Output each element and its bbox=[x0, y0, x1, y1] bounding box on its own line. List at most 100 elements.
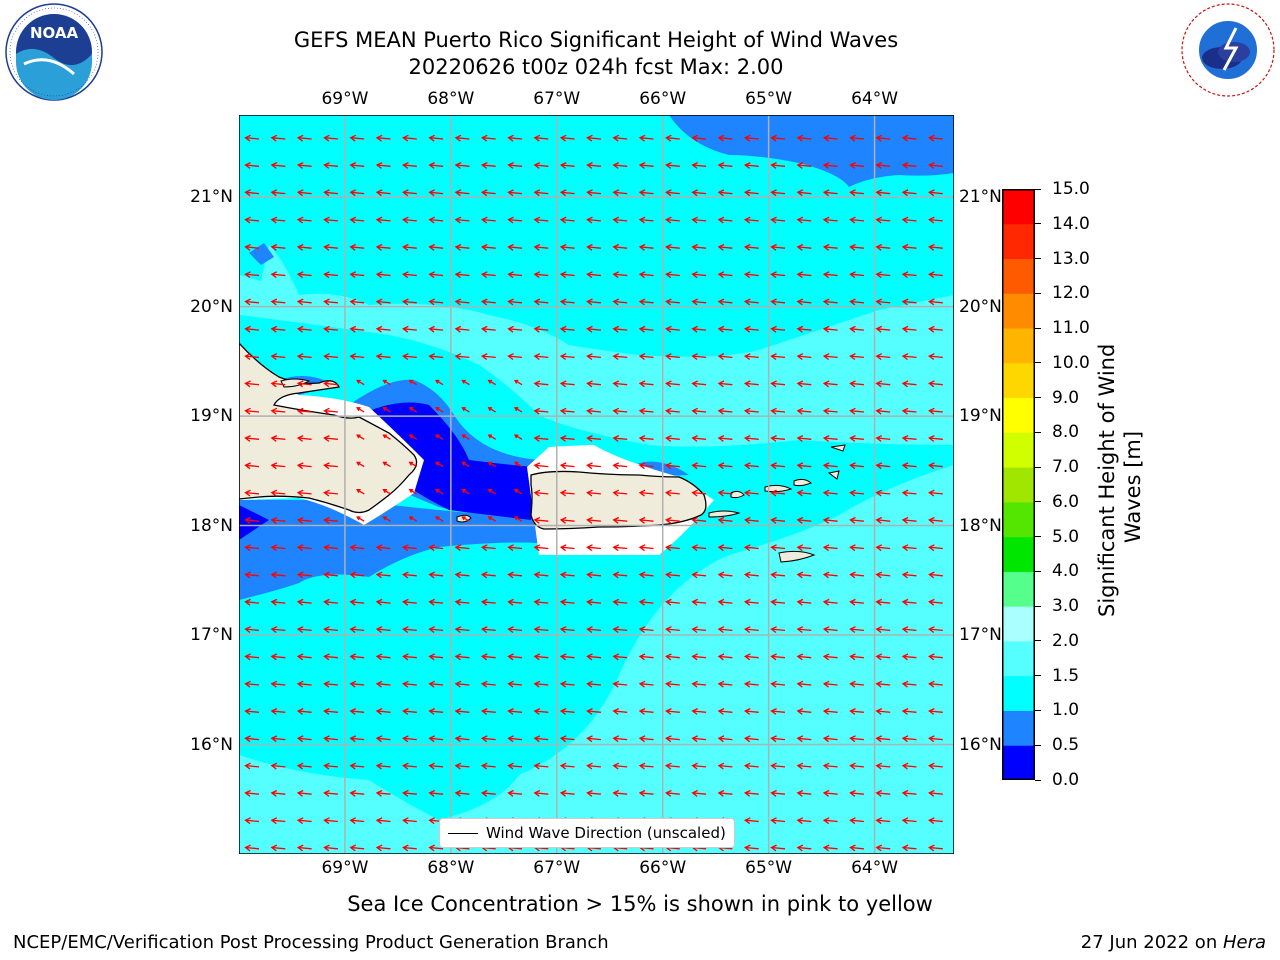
wave-direction-arrow bbox=[665, 162, 680, 169]
wave-direction-arrow bbox=[244, 653, 260, 661]
wave-direction-arrow bbox=[533, 680, 549, 688]
wave-direction-arrow bbox=[349, 544, 365, 552]
wave-direction-arrow bbox=[349, 844, 365, 852]
wave-direction-arrow bbox=[428, 598, 444, 606]
wave-direction-arrow bbox=[901, 243, 917, 251]
wave-direction-arrow bbox=[244, 298, 260, 306]
wave-direction-arrow bbox=[612, 762, 628, 770]
wave-direction-arrow bbox=[691, 516, 707, 524]
wave-direction-arrow bbox=[402, 844, 417, 852]
colorbar-tick-mark bbox=[1035, 466, 1041, 468]
wave-direction-arrow bbox=[375, 325, 391, 333]
colorbar-label-line2: Waves [m] bbox=[1121, 430, 1145, 544]
wave-direction-arrow bbox=[928, 489, 943, 497]
top-lon-label: 65°W bbox=[745, 89, 793, 109]
wave-direction-arrow bbox=[849, 216, 864, 224]
wave-direction-arrow bbox=[402, 762, 417, 770]
wave-direction-arrow bbox=[717, 462, 733, 470]
wave-direction-arrow bbox=[480, 325, 496, 333]
wave-direction-arrow bbox=[638, 243, 654, 251]
wave-direction-arrow bbox=[875, 489, 891, 497]
right-lat-label: 21°N bbox=[959, 187, 1002, 208]
wave-direction-arrow bbox=[665, 789, 680, 797]
wave-direction-arrow bbox=[296, 653, 312, 661]
wave-direction-arrow bbox=[822, 844, 838, 852]
wave-direction-arrow bbox=[586, 598, 601, 606]
top-lon-label: 66°W bbox=[639, 89, 687, 109]
footer-host: Hera bbox=[1222, 932, 1266, 953]
land-culebra-vieques bbox=[708, 510, 741, 518]
wave-direction-arrow bbox=[822, 325, 838, 333]
wave-direction-arrow bbox=[270, 243, 286, 251]
wave-direction-arrow bbox=[402, 353, 417, 361]
wave-direction-arrow bbox=[270, 353, 286, 361]
wave-direction-arrow bbox=[349, 353, 365, 361]
wave-direction-arrow bbox=[849, 162, 864, 169]
wave-direction-arrow bbox=[323, 462, 338, 470]
map-legend: Wind Wave Direction (unscaled) bbox=[439, 818, 735, 848]
wave-direction-arrow bbox=[533, 243, 549, 251]
land-virgin-islands-1 bbox=[730, 490, 745, 499]
wave-direction-arrow bbox=[296, 817, 312, 825]
wave-direction-arrow bbox=[717, 216, 733, 224]
colorbar-segment bbox=[1002, 397, 1035, 433]
wave-direction-arrow bbox=[638, 735, 654, 743]
noaa-logo: NOAA bbox=[5, 3, 103, 101]
wave-direction-arrow bbox=[507, 762, 523, 770]
wave-direction-arrow bbox=[875, 271, 891, 279]
wave-direction-arrow bbox=[796, 680, 812, 688]
wave-direction-arrow bbox=[612, 435, 628, 442]
wave-direction-arrow bbox=[743, 544, 759, 552]
wave-direction-arrow bbox=[435, 407, 444, 413]
wave-direction-arrow bbox=[901, 353, 917, 361]
wave-direction-arrow bbox=[717, 407, 733, 415]
wave-direction-arrow bbox=[296, 216, 312, 224]
wave-direction-arrow bbox=[743, 489, 759, 497]
wave-direction-arrow bbox=[822, 189, 838, 197]
wave-direction-arrow bbox=[875, 598, 891, 606]
colorbar-tick-label: 8.0 bbox=[1052, 422, 1080, 443]
wave-direction-arrow bbox=[586, 162, 601, 169]
wave-direction-arrow bbox=[638, 680, 654, 688]
colorbar-segment bbox=[1002, 223, 1035, 260]
wave-direction-arrow bbox=[323, 162, 338, 169]
wave-direction-arrow bbox=[480, 544, 496, 552]
wave-direction-arrow bbox=[375, 298, 391, 306]
wave-direction-arrow bbox=[507, 680, 523, 688]
wave-direction-arrow bbox=[638, 762, 654, 770]
wave-direction-arrow bbox=[875, 653, 891, 661]
wave-direction-arrow bbox=[612, 407, 628, 415]
wave-direction-arrow bbox=[270, 626, 286, 634]
wave-direction-arrow bbox=[559, 735, 575, 743]
wave-direction-arrow bbox=[244, 708, 260, 715]
wave-direction-arrow bbox=[533, 544, 549, 552]
wave-direction-arrow bbox=[507, 789, 523, 797]
wave-direction-arrow bbox=[875, 380, 891, 388]
wave-direction-arrow bbox=[480, 598, 496, 606]
wave-direction-arrow bbox=[901, 680, 917, 688]
wave-direction-arrow bbox=[323, 708, 338, 715]
wave-direction-arrow bbox=[533, 762, 549, 770]
wave-direction-arrow bbox=[296, 516, 312, 524]
wave-direction-arrow bbox=[375, 216, 391, 224]
wave-direction-arrow bbox=[586, 243, 601, 251]
wave-direction-arrow bbox=[665, 626, 680, 634]
wave-direction-arrow bbox=[822, 653, 838, 661]
wave-direction-arrow bbox=[296, 571, 312, 579]
wave-direction-arrow bbox=[480, 626, 496, 634]
wave-direction-arrow bbox=[349, 680, 365, 688]
wave-direction-arrow bbox=[586, 489, 601, 497]
wave-direction-arrow bbox=[743, 298, 759, 306]
wave-direction-arrow bbox=[349, 298, 365, 306]
wave-direction-arrow bbox=[586, 353, 601, 361]
wave-direction-arrow bbox=[822, 243, 838, 251]
wave-direction-arrow bbox=[270, 134, 286, 142]
wave-direction-arrow bbox=[638, 216, 654, 224]
wave-direction-arrow bbox=[375, 762, 391, 770]
wave-direction-arrow bbox=[770, 298, 786, 306]
wave-direction-arrow bbox=[270, 571, 286, 579]
wave-direction-arrow bbox=[323, 653, 338, 661]
colorbar-frame bbox=[1002, 189, 1035, 780]
wave-direction-arrow bbox=[244, 134, 260, 142]
wave-direction-arrow bbox=[928, 353, 943, 361]
